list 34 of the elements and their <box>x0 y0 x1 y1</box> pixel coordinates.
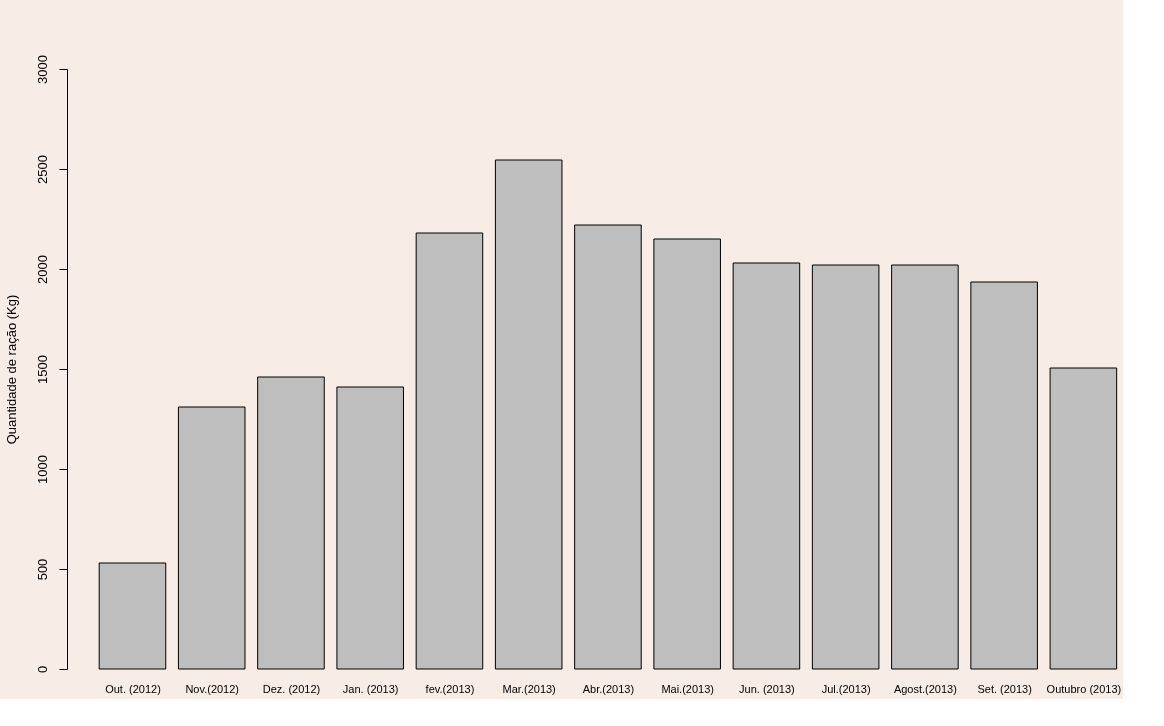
x-tick-label: fev.(2013) <box>425 682 475 695</box>
y-axis-title: Quantidade de ração (Kg) <box>3 294 19 445</box>
x-tick-label: Nov.(2012) <box>185 682 240 695</box>
bar <box>891 264 959 670</box>
bar <box>574 224 642 670</box>
bar <box>970 281 1038 670</box>
x-tick-label: Abr.(2013) <box>582 682 635 695</box>
bar <box>494 159 563 670</box>
bar <box>257 376 325 670</box>
y-tick-label: 1500 <box>34 355 50 384</box>
y-tick-label: 3000 <box>34 55 50 84</box>
y-tick-label: 0 <box>34 665 50 674</box>
x-tick-label: Outubro (2013) <box>1046 682 1122 695</box>
y-tick-label: 1000 <box>34 455 50 484</box>
x-tick-label: Dez. (2012) <box>262 682 321 695</box>
x-tick-label: Set. (2013) <box>977 682 1032 695</box>
bar <box>336 386 404 670</box>
bar <box>98 562 167 670</box>
bar <box>732 262 801 670</box>
y-tick-label: 2000 <box>34 255 50 284</box>
x-tick-label: Agost.(2013) <box>893 682 957 695</box>
y-tick-label: 2500 <box>34 155 50 184</box>
bar <box>1049 367 1118 670</box>
y-tick-label: 500 <box>34 558 50 581</box>
bar <box>177 406 246 670</box>
x-tick-label: Jan. (2013) <box>342 682 399 695</box>
bar <box>415 232 484 670</box>
x-tick-label: Jun. (2013) <box>739 682 795 695</box>
bar <box>653 238 721 670</box>
x-tick-label: Mar.(2013) <box>502 682 556 695</box>
x-tick-label: Jul.(2013) <box>821 682 871 695</box>
x-tick-label: Out. (2012) <box>105 682 161 695</box>
x-tick-label: Mai.(2013) <box>661 682 714 695</box>
bar <box>811 264 880 670</box>
